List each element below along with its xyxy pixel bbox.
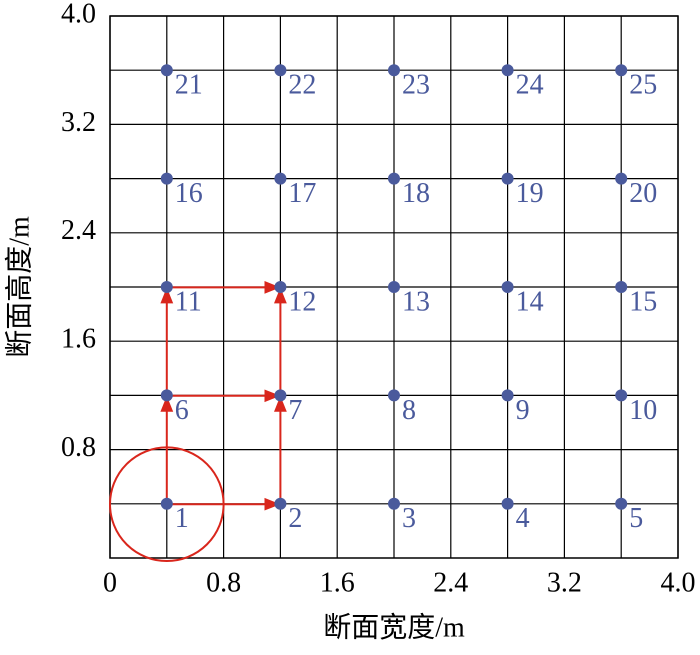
x-tick-label: 4.0 [661,567,696,598]
point-label: 24 [516,70,544,101]
point [388,281,400,293]
point [615,172,628,185]
point-label: 21 [175,70,203,101]
point-label: 16 [175,178,203,209]
point-label: 20 [629,178,657,209]
point-label: 22 [288,70,316,101]
point-label: 6 [175,395,189,426]
point [388,497,400,510]
x-tick-label: 0 [103,567,117,598]
y-tick-label: 4.0 [61,0,96,29]
point [388,172,400,185]
y-tick-label: 2.4 [61,215,96,246]
x-axis-label: 断面宽度/m [323,611,465,643]
point [274,281,287,293]
point [501,389,514,402]
y-axis-label: 断面高度/m [3,216,35,358]
point-label: 3 [402,503,416,534]
point [501,497,514,510]
point [388,389,400,402]
point-label: 9 [516,395,530,426]
point [160,389,173,402]
point [501,64,514,77]
point [388,64,400,77]
point [615,64,628,77]
point [501,172,514,185]
point-label: 7 [288,395,302,426]
point-label: 2 [288,503,302,534]
point-label: 23 [402,70,430,101]
x-tick-label: 0.8 [206,567,241,598]
point [274,64,287,77]
point [160,172,173,185]
point [615,497,628,510]
point [160,64,173,77]
point [615,389,628,402]
y-tick-label: 0.8 [61,432,96,463]
x-tick-label: 1.6 [320,567,355,598]
point-label: 1 [175,503,189,534]
point [501,281,514,293]
point-label: 19 [516,178,544,209]
point-label: 17 [288,178,316,209]
point [160,497,173,510]
route-annotation [109,280,287,563]
y-tick-label: 3.2 [61,107,96,138]
point [274,172,287,185]
point-label: 5 [629,503,643,534]
point [274,497,287,510]
point-label: 18 [402,178,430,209]
y-tick-label: 1.6 [61,324,96,355]
point-label: 25 [629,70,657,101]
point-label: 10 [629,395,657,426]
point-label: 15 [629,286,657,317]
point-label: 8 [402,395,416,426]
point-label: 13 [402,286,430,317]
point-label: 4 [516,503,530,534]
point-label: 14 [516,286,544,317]
point-label: 12 [288,286,316,317]
x-tick-label: 3.2 [547,567,582,598]
point [615,281,628,293]
x-tick-label: 2.4 [433,567,468,598]
point [160,281,173,293]
point-label: 11 [175,286,202,317]
point [274,389,287,402]
